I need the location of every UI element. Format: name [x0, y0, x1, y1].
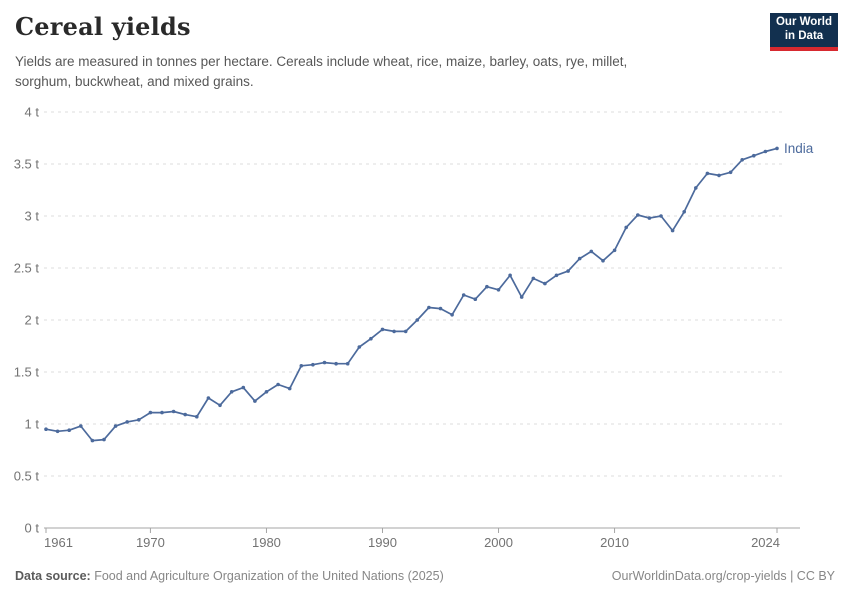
- data-point: [566, 269, 570, 273]
- data-point: [206, 396, 211, 400]
- data-point: [392, 329, 396, 334]
- data-point: [125, 420, 129, 424]
- data-point: [357, 345, 362, 349]
- logo-line-1: Our World: [775, 16, 832, 28]
- data-point: [195, 414, 199, 419]
- x-tick-label: 1970: [136, 535, 165, 550]
- data-point: [461, 293, 466, 297]
- data-point: [322, 360, 327, 365]
- data-point: [102, 437, 106, 442]
- data-point: [334, 361, 338, 366]
- y-tick-label: 4 t: [25, 105, 40, 120]
- data-point: [473, 297, 478, 302]
- data-point: [728, 170, 733, 175]
- data-point: [508, 273, 512, 278]
- x-tick-label: 2000: [484, 535, 513, 550]
- data-point: [241, 385, 246, 390]
- data-point: [345, 361, 350, 366]
- data-source: Data source: Food and Agriculture Organi…: [15, 569, 444, 583]
- data-point: [67, 428, 71, 433]
- y-tick-label: 1 t: [25, 417, 40, 432]
- data-point: [299, 364, 304, 368]
- data-point: [543, 281, 547, 286]
- data-source-label: Data source:: [15, 569, 91, 583]
- data-point: [287, 386, 292, 391]
- data-point: [55, 429, 60, 434]
- logo-line-2: in Data: [784, 29, 824, 42]
- chart-subtitle: Yields are measured in tonnes per hectar…: [15, 52, 627, 92]
- data-point: [496, 288, 501, 292]
- data-point: [438, 306, 443, 311]
- data-point: [276, 382, 280, 387]
- data-point: [113, 424, 118, 428]
- data-point: [624, 225, 628, 230]
- footer-link[interactable]: OurWorldinData.org/crop-yields | CC BY: [611, 569, 835, 583]
- data-point: [589, 249, 594, 254]
- data-point: [253, 399, 257, 403]
- subtitle-line-1: Yields are measured in tonnes per hectar…: [15, 54, 628, 69]
- y-tick-label: 3.5 t: [14, 157, 40, 172]
- y-tick-label: 2.5 t: [14, 261, 40, 276]
- y-tick-label: 3 t: [25, 209, 40, 224]
- data-point: [427, 305, 431, 310]
- data-point: [369, 336, 373, 341]
- data-source-text: Food and Agriculture Organization of the…: [94, 569, 444, 583]
- data-point: [171, 409, 176, 414]
- owid-logo[interactable]: Our World in Data: [770, 13, 838, 51]
- series-line-india: [45, 147, 778, 442]
- data-point: [137, 418, 141, 422]
- data-point: [44, 427, 48, 432]
- data-point: [79, 424, 83, 428]
- x-tick-label: 2024: [751, 535, 780, 550]
- data-point: [183, 412, 187, 417]
- x-tick-label: 1990: [368, 535, 397, 550]
- x-tick-label: 2010: [600, 535, 629, 550]
- data-point: [682, 210, 686, 214]
- data-point: [752, 153, 756, 158]
- data-point: [554, 273, 559, 278]
- data-point: [636, 213, 640, 217]
- data-point: [415, 318, 420, 322]
- data-point: [519, 295, 524, 299]
- data-point: [601, 258, 605, 263]
- data-point: [218, 403, 222, 408]
- y-tick-label: 2 t: [25, 313, 40, 328]
- data-point: [531, 276, 536, 281]
- data-point: [577, 256, 582, 261]
- chart-footer: Data source: Food and Agriculture Organi…: [15, 569, 835, 583]
- data-point: [450, 313, 454, 317]
- y-tick-label: 1.5 t: [14, 365, 40, 380]
- data-point: [485, 284, 489, 289]
- data-point: [90, 438, 95, 443]
- data-point: [740, 158, 744, 162]
- data-point: [229, 390, 234, 394]
- data-point: [705, 171, 710, 176]
- data-point: [612, 248, 617, 253]
- data-point: [763, 149, 768, 154]
- y-tick-label: 0 t: [25, 521, 40, 536]
- x-tick-label: 1961: [44, 535, 73, 550]
- series-label-india[interactable]: India: [784, 141, 814, 156]
- data-point: [694, 186, 698, 190]
- data-point: [775, 146, 779, 151]
- data-point: [264, 390, 269, 394]
- data-point: [380, 327, 385, 332]
- page-title: Cereal yields: [15, 12, 191, 41]
- data-point: [403, 329, 408, 334]
- data-point: [148, 410, 153, 415]
- data-point: [311, 362, 315, 367]
- data-point: [670, 228, 675, 233]
- x-tick-label: 1980: [252, 535, 281, 550]
- subtitle-line-2: sorghum, buckwheat, and mixed grains.: [15, 74, 254, 89]
- data-point: [160, 410, 164, 415]
- data-point: [659, 214, 663, 218]
- data-point: [647, 216, 652, 220]
- data-point: [717, 173, 721, 178]
- y-tick-label: 0.5 t: [14, 469, 40, 484]
